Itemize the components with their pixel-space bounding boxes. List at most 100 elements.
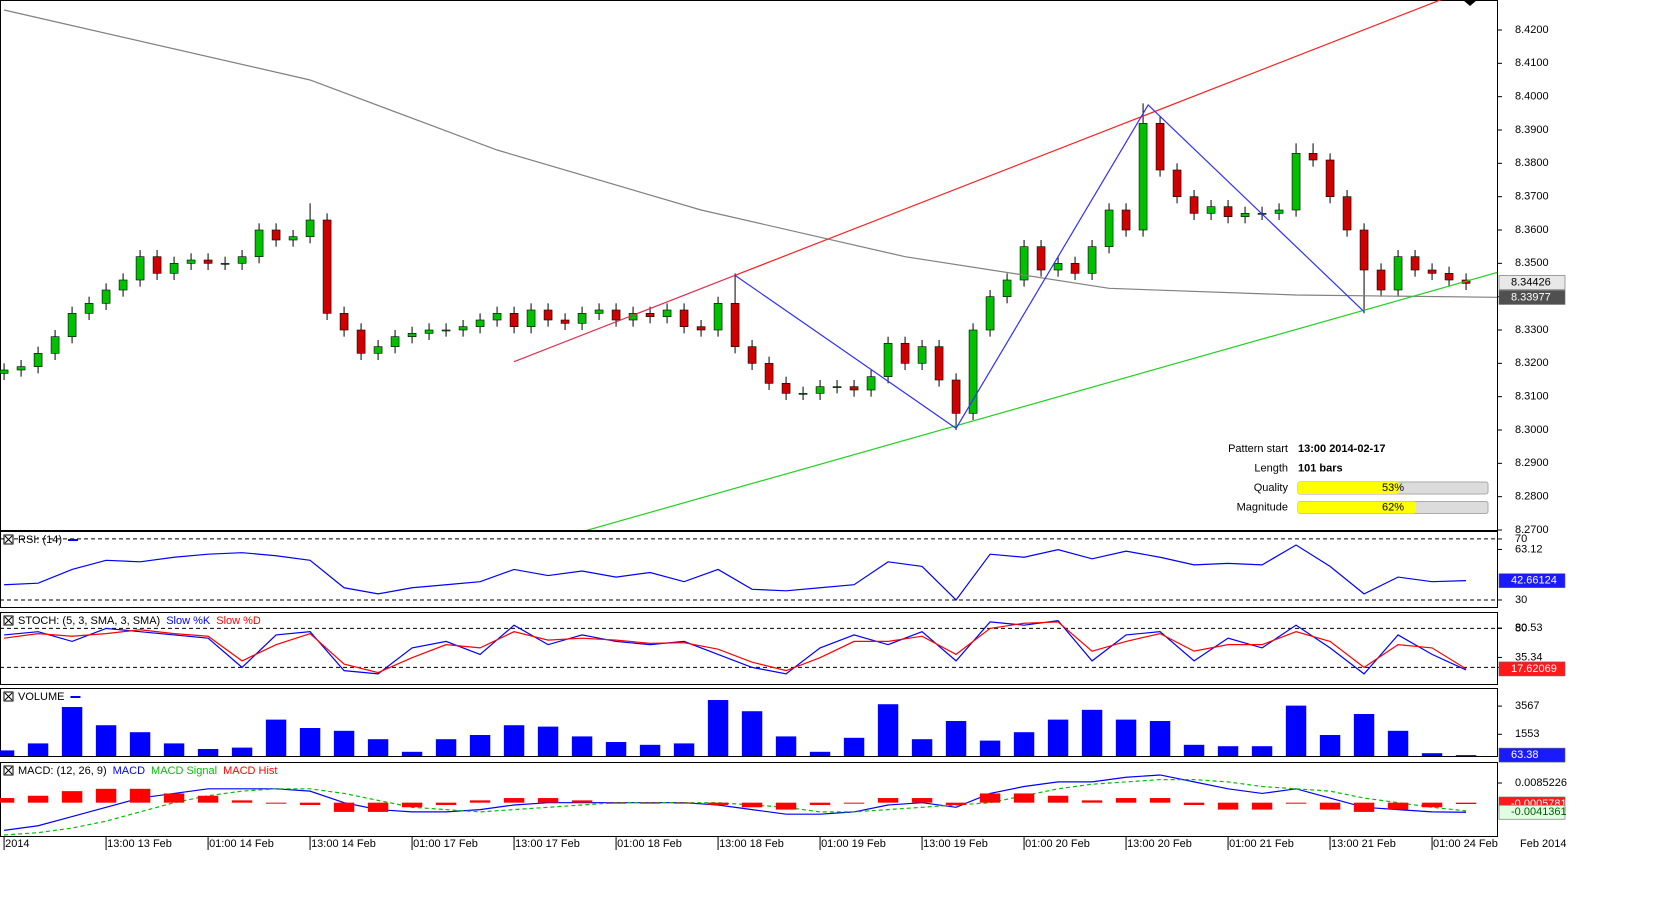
bar: [61, 791, 83, 803]
value-marker: [1498, 290, 1566, 305]
bar: [333, 802, 355, 812]
bar: [469, 800, 491, 803]
panel-icon-x: [4, 535, 13, 544]
y-tick-label: 80.53: [1515, 622, 1543, 634]
bar: [809, 802, 831, 805]
bar: [911, 739, 933, 756]
bar: [809, 751, 831, 756]
candle-body: [1070, 263, 1080, 274]
pattern-value: 13:00 2014-02-17: [1298, 443, 1385, 455]
pattern-label: Magnitude: [1237, 501, 1288, 513]
y-tick-label: 8.3800: [1515, 157, 1549, 169]
bar: [1217, 746, 1239, 756]
bar: [435, 802, 457, 805]
candle-body: [985, 296, 995, 331]
x-tick-label: 13:00 13 Feb: [107, 838, 172, 850]
candle-body: [1240, 213, 1250, 217]
panel-title: VOLUME: [18, 691, 64, 703]
candle-body: [50, 336, 60, 354]
indicator-line: [4, 619, 1467, 675]
bar: [333, 730, 355, 756]
candle-body: [288, 236, 298, 241]
candle-body: [1342, 196, 1352, 231]
y-tick-label: 63.12: [1515, 543, 1543, 555]
candle-body: [373, 346, 383, 354]
y-tick-label: 35.34: [1515, 651, 1543, 663]
candle-body: [1053, 263, 1063, 271]
candle-body: [815, 386, 825, 394]
candle-body: [543, 309, 553, 321]
candle-body: [1410, 256, 1420, 271]
bar: [707, 802, 729, 805]
candle-body: [424, 329, 434, 334]
candle-body: [220, 263, 230, 265]
candle-body: [560, 319, 570, 324]
candle-body: [1376, 269, 1386, 291]
candle-body: [1138, 123, 1148, 231]
bar: [673, 802, 695, 804]
bar: [503, 725, 525, 756]
value-marker-label: 8.33977: [1511, 291, 1551, 303]
panel-title: STOCH: (5, 3, SMA, 3, SMA): [18, 615, 160, 627]
panel-title: RSI: (14): [18, 534, 62, 546]
bar: [571, 800, 593, 803]
bar: [1421, 802, 1443, 808]
candle-body: [1155, 123, 1165, 171]
bar: [945, 802, 967, 805]
x-tick-label: 13:00 18 Feb: [719, 838, 784, 850]
bar: [1387, 802, 1409, 810]
candle-body: [866, 376, 876, 391]
x-tick-label: 13:00 19 Feb: [923, 838, 988, 850]
indicator-line: [4, 544, 1467, 601]
bar: [911, 798, 933, 803]
value-marker: [1498, 661, 1566, 677]
candle-body: [1359, 229, 1369, 271]
bar: [129, 788, 151, 803]
candle-body: [1036, 246, 1046, 271]
panel-icon-x: [4, 692, 13, 701]
candle-body: [101, 289, 111, 304]
bar: [1149, 721, 1171, 756]
bar: [1353, 802, 1375, 812]
candle-body: [1104, 209, 1114, 247]
bar: [1183, 744, 1205, 756]
candle-body: [594, 309, 604, 314]
candle-body: [1121, 209, 1131, 231]
bar: [639, 802, 661, 804]
candle-body: [1087, 246, 1097, 274]
menu-arrow[interactable]: [1463, 0, 1477, 6]
panel-frame: [0, 612, 1498, 685]
value-marker: [1498, 573, 1566, 588]
bar: [843, 802, 865, 804]
y-tick-label: 8.3100: [1515, 391, 1549, 403]
bar: [1081, 709, 1103, 756]
candle-body: [169, 263, 179, 274]
x-tick-label: 13:00 14 Feb: [311, 838, 376, 850]
candle-body: [237, 256, 247, 264]
legend-entry: MACD Signal: [151, 765, 217, 777]
candle-body: [33, 353, 43, 367]
panel-frame: [0, 688, 1498, 757]
candle-body: [254, 229, 264, 257]
candle-body: [1172, 169, 1182, 197]
candle-body: [1325, 159, 1335, 197]
bar: [673, 743, 695, 756]
bar: [571, 736, 593, 756]
bar: [1013, 732, 1035, 756]
gauge-label: 62%: [1382, 501, 1404, 513]
candle-body: [1206, 206, 1216, 214]
panel-icon-x: [4, 766, 13, 775]
candle-body: [798, 393, 808, 395]
bar: [1319, 735, 1341, 756]
legend-entry: MACD: [113, 765, 145, 777]
indicator-line: [4, 621, 1467, 674]
bar: [27, 795, 49, 803]
bar: [0, 750, 15, 756]
y-tick-label: 3567: [1515, 700, 1539, 712]
y-tick-label: 8.4100: [1515, 57, 1549, 69]
y-tick-label: 8.3500: [1515, 257, 1549, 269]
candle-body: [390, 336, 400, 347]
candle-body: [492, 313, 502, 321]
gauge-fill: [1298, 501, 1416, 514]
candle-body: [849, 386, 859, 391]
